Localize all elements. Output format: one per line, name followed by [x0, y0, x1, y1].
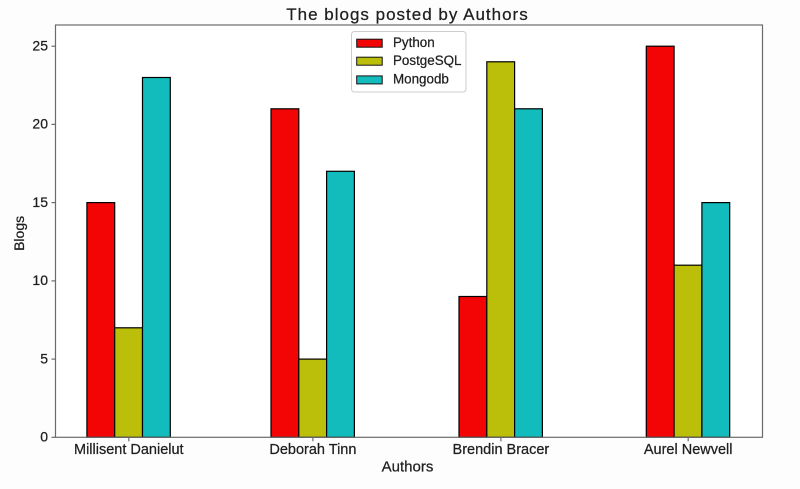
svg-text:Millisent Danielut: Millisent Danielut [74, 442, 184, 458]
svg-text:PostgeSQL: PostgeSQL [393, 53, 461, 68]
svg-text:Authors: Authors [382, 459, 434, 476]
svg-text:Deborah Tinn: Deborah Tinn [269, 442, 356, 458]
svg-text:Brendin Bracer: Brendin Bracer [453, 442, 550, 458]
svg-text:0: 0 [40, 429, 48, 445]
svg-text:Blogs: Blogs [11, 216, 27, 251]
svg-text:20: 20 [32, 116, 48, 132]
svg-text:5: 5 [40, 350, 48, 366]
svg-text:10: 10 [32, 272, 48, 288]
svg-text:Python: Python [393, 35, 435, 50]
svg-text:The blogs posted by Authors: The blogs posted by Authors [286, 5, 528, 24]
svg-text:15: 15 [32, 194, 48, 210]
svg-text:25: 25 [32, 38, 48, 54]
svg-text:Aurel Newvell: Aurel Newvell [644, 442, 733, 458]
svg-text:Mongodb: Mongodb [393, 72, 449, 87]
